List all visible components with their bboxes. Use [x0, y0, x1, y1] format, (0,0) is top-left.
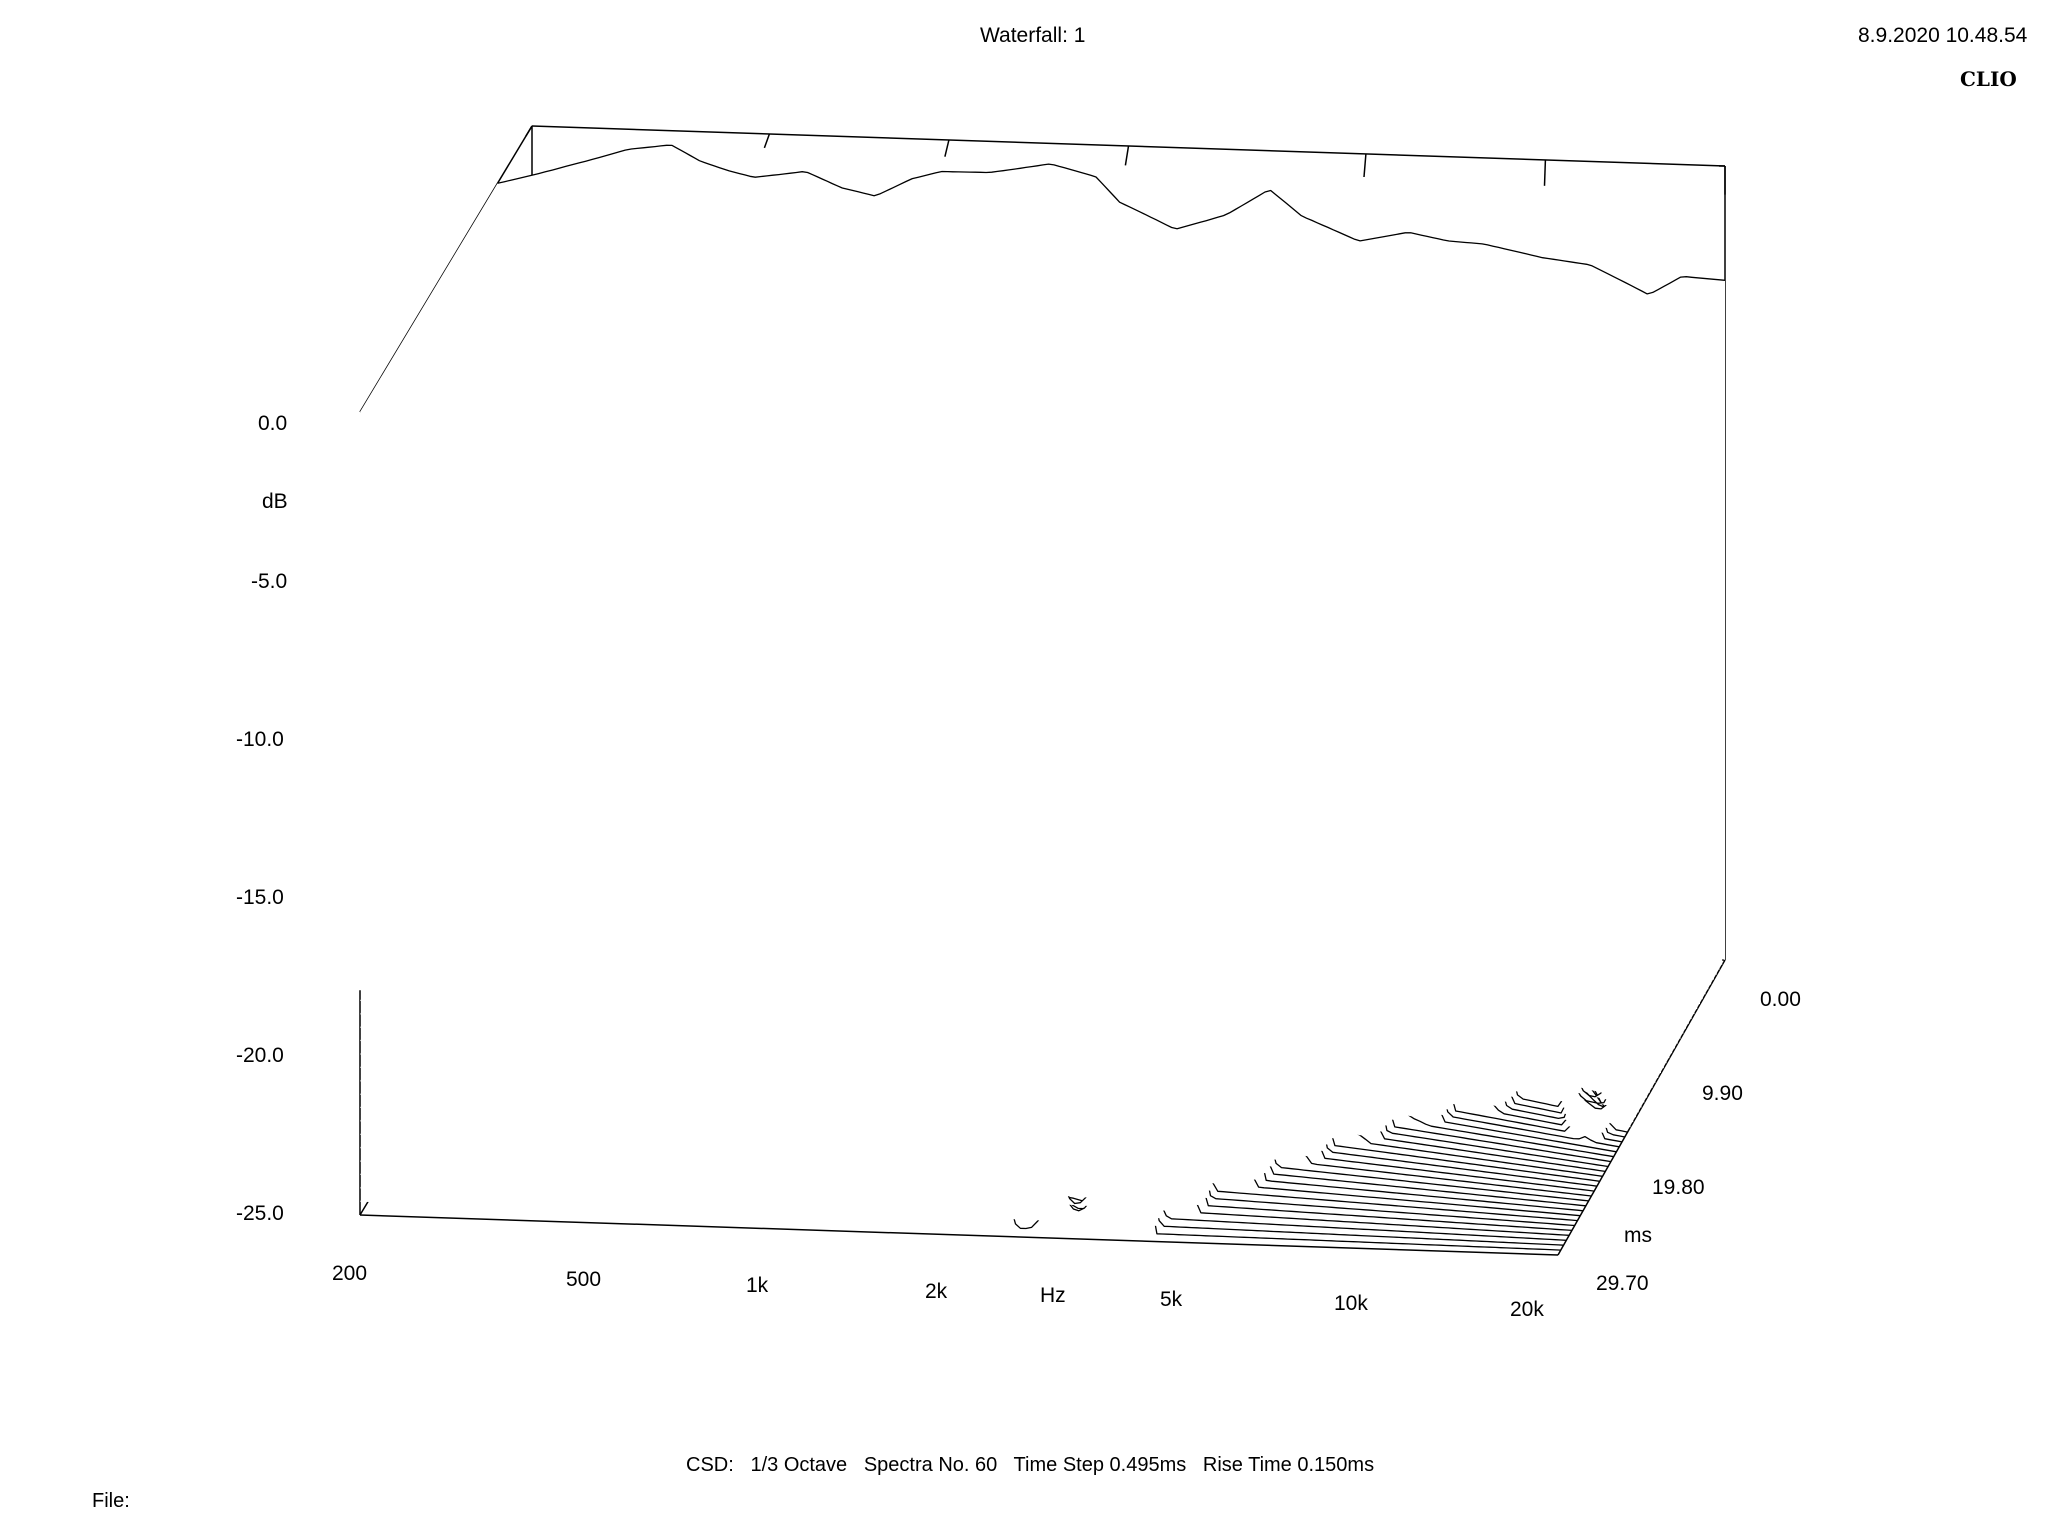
x-tick-label: 20k — [1510, 1298, 1544, 1321]
spectrum-line — [497, 144, 1726, 295]
x-tick-label: 10k — [1334, 1292, 1368, 1315]
floor-front-edge — [359, 1214, 1559, 1256]
x-tick-mark — [1543, 159, 1547, 186]
y-tick-label: 0.0 — [258, 412, 288, 435]
z-tick-label: 19.80 — [1652, 1176, 1705, 1199]
x-tick-label: 2k — [925, 1280, 948, 1303]
y-tick-label: -5.0 — [251, 570, 288, 593]
chart-title: Waterfall: 1 — [980, 24, 1086, 47]
y-tick-label: -10.0 — [236, 728, 284, 751]
y-tick-label: -25.0 — [236, 1202, 284, 1225]
x-tick-label: 200 — [332, 1262, 368, 1285]
x-tick-mark — [944, 139, 950, 157]
x-tick-mark — [1363, 153, 1367, 178]
x-tick-mark — [1124, 145, 1130, 166]
y-tick-label: -20.0 — [236, 1044, 284, 1067]
x-tick-label: 1k — [746, 1274, 769, 1297]
x-axis-label: Hz — [1040, 1284, 1066, 1307]
z-tick-label: 9.90 — [1702, 1082, 1743, 1105]
measurement-settings: CSD: 1/3 Octave Spectra No. 60 Time Step… — [686, 1454, 1375, 1476]
file-label: File: — [92, 1490, 130, 1512]
spectra-slices — [360, 144, 1726, 1251]
z-tick-label: 29.70 — [1596, 1272, 1649, 1295]
y-tick-label: -15.0 — [236, 886, 284, 909]
clio-logo: CLIO — [1960, 67, 2017, 91]
timestamp: 8.9.2020 10.48.54 — [1858, 24, 2028, 47]
z-axis-label: ms — [1624, 1224, 1652, 1247]
x-tick-label: 500 — [566, 1268, 602, 1291]
x-tick-mark — [763, 133, 771, 149]
y-axis-label: dB — [262, 490, 288, 513]
x-tick-label: 5k — [1160, 1288, 1183, 1311]
z-tick-label: 0.00 — [1760, 988, 1801, 1011]
x-tick-mark — [525, 125, 533, 137]
spectrum-fill — [360, 145, 1725, 961]
